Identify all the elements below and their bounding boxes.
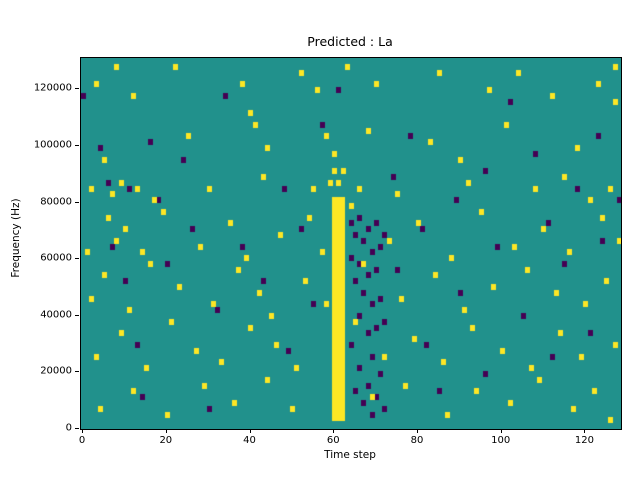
y-axis-label: Frequency (Hz) — [10, 198, 22, 278]
x-tick-label: 120 — [574, 435, 594, 446]
y-tick-label: 120000 — [33, 82, 72, 94]
y-tick-mark — [75, 258, 79, 260]
x-tick-mark — [82, 429, 84, 433]
x-tick-label: 60 — [326, 435, 340, 446]
y-tick-mark — [75, 314, 79, 316]
chart-title: Predicted : La — [307, 34, 393, 49]
y-tick-label: 80000 — [40, 196, 72, 208]
x-tick-label: 20 — [159, 435, 173, 446]
x-tick-label: 0 — [78, 435, 86, 446]
x-tick-mark — [249, 429, 251, 433]
x-tick-mark — [416, 429, 418, 433]
y-tick-label: 0 — [65, 422, 72, 434]
y-tick-mark — [75, 201, 79, 203]
x-tick-label: 80 — [410, 435, 424, 446]
y-tick-mark — [75, 371, 79, 373]
y-tick-mark — [75, 428, 79, 429]
y-tick-mark — [75, 88, 79, 90]
y-tick-label: 60000 — [40, 252, 72, 264]
x-tick-mark — [333, 429, 335, 433]
x-tick-label: 40 — [243, 435, 256, 446]
y-tick-mark — [75, 144, 79, 146]
x-tick-mark — [500, 429, 502, 433]
y-tick-label: 40000 — [40, 309, 72, 321]
x-tick-mark — [165, 429, 167, 433]
heatmap-canvas — [81, 58, 621, 429]
x-tick-mark — [584, 429, 586, 433]
y-tick-label: 100000 — [33, 139, 72, 151]
x-tick-label: 100 — [491, 435, 511, 446]
plot-area — [80, 57, 622, 430]
x-axis-label: Time step — [324, 449, 376, 461]
y-tick-label: 20000 — [40, 365, 72, 377]
